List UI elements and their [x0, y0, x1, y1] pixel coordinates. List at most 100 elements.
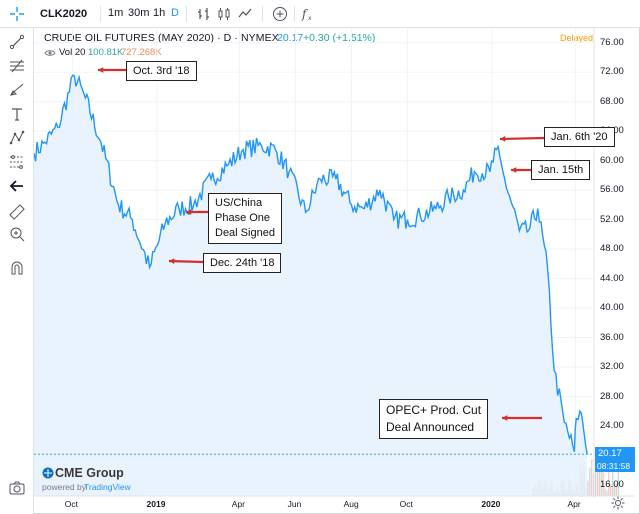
volume-bar: [606, 490, 608, 496]
volume-bar: [612, 472, 614, 496]
annotation-text: Deal Signed: [215, 227, 275, 239]
x-tick-label: Jun: [287, 499, 302, 509]
volume-bar: [610, 484, 612, 496]
interval-30m[interactable]: 30m: [128, 7, 150, 19]
eye-icon[interactable]: [44, 46, 56, 58]
y-tick-label: 32.00: [600, 361, 624, 373]
annotation-text: Deal Announced: [386, 420, 475, 434]
volume-bar: [604, 488, 606, 496]
prediction-icon[interactable]: [7, 152, 27, 172]
countdown-marker: 08:31:58: [595, 460, 635, 472]
svg-text:f: f: [301, 7, 309, 21]
price-chart[interactable]: [34, 28, 634, 498]
volume-bar: [589, 467, 591, 496]
volume-bar: [602, 471, 604, 496]
interval-1h[interactable]: 1h: [153, 7, 166, 19]
x-tick-label: Apr: [567, 499, 581, 509]
toolbar-divider: [294, 6, 295, 22]
magnet-icon[interactable]: [7, 258, 27, 278]
interval-1m[interactable]: 1m: [108, 7, 124, 19]
annotation-jan15: Jan. 15th: [531, 160, 591, 180]
y-tick-label: 68.00: [600, 95, 624, 107]
top-toolbar: 1m 30m 1h D fx: [0, 0, 640, 28]
last-price-marker: 20.17: [595, 447, 635, 460]
y-tick-label: 28.00: [600, 390, 624, 402]
volume-bar: [591, 459, 593, 496]
annotation-text: US/China: [215, 197, 263, 209]
y-tick-label: 44.00: [600, 272, 624, 284]
annotation-opec: OPEC+ Prod. Cut Deal Announced: [379, 399, 489, 439]
crosshair-icon[interactable]: [8, 5, 26, 23]
annotation-text: Dec. 24th '18: [210, 257, 275, 269]
volume-bar: [615, 484, 618, 496]
annotation-oct3: Oct. 3rd '18: [126, 61, 197, 81]
annotation-text: Jan. 6th '20: [551, 131, 608, 143]
tradingview-link[interactable]: TradingView: [84, 482, 131, 492]
brand-name: CME Group: [55, 466, 124, 480]
volume-bar: [613, 483, 616, 496]
annotation-jan6: Jan. 6th '20: [544, 127, 615, 147]
toolbar-divider: [186, 6, 187, 22]
ruler-icon[interactable]: [7, 202, 27, 222]
x-tick-label: 2020: [481, 499, 501, 509]
powered-by: powered by: [42, 482, 86, 492]
volume-bar: [594, 472, 597, 496]
price-line: [34, 74, 588, 455]
volume-bar: [608, 471, 610, 496]
chart-title: CRUDE OIL FUTURES (MAY 2020) · D · NYMEX: [44, 32, 279, 44]
y-tick-label: 40.00: [600, 302, 624, 314]
volume-bar: [617, 470, 619, 496]
x-tick-label: Apr: [231, 499, 245, 509]
annotation-dec24: Dec. 24th '18: [203, 253, 282, 273]
delayed-badge: Delayed: [560, 33, 594, 43]
brush-icon[interactable]: [7, 80, 27, 100]
fib-retracement-icon[interactable]: [7, 56, 27, 76]
trend-line-icon[interactable]: [7, 32, 27, 52]
cme-logo-icon: [42, 466, 54, 484]
arrow-phase-one: [186, 209, 208, 215]
toolbar-divider: [262, 6, 263, 22]
y-tick-label: 52.00: [600, 213, 624, 225]
y-tick-label: 16.00: [600, 478, 624, 490]
arrow-jan6: [499, 136, 545, 142]
y-tick-label: 48.00: [600, 243, 624, 255]
price-area: [34, 75, 588, 496]
x-tick-label: Oct: [64, 499, 78, 509]
pattern-icon[interactable]: [7, 128, 27, 148]
drawing-toolbar: [0, 28, 34, 514]
y-tick-label: 24.00: [600, 419, 624, 431]
price-change: +0.30 (+1.51%): [303, 32, 376, 44]
interval-d[interactable]: D: [171, 7, 179, 19]
last-price: 20.17: [277, 32, 304, 44]
y-tick-label: 56.00: [600, 184, 624, 196]
arrow-opec: [502, 415, 542, 421]
volume-value-a: 100.81K: [88, 47, 124, 58]
x-tick-label: 2019: [146, 499, 166, 509]
y-tick-label: 76.00: [600, 36, 624, 48]
arrow-jan15: [511, 167, 531, 173]
x-tick-label: Oct: [399, 499, 413, 509]
arrow-left-icon[interactable]: [7, 176, 27, 196]
y-tick-label: 60.00: [600, 154, 624, 166]
y-tick-label: 72.00: [600, 66, 624, 78]
y-tick-label: 36.00: [600, 331, 624, 343]
annotation-arrows: [98, 67, 545, 421]
add-compare-icon[interactable]: [271, 5, 289, 23]
settings-icon[interactable]: [611, 496, 625, 510]
line-style-icon[interactable]: [236, 5, 254, 23]
arrow-dec24: [168, 258, 204, 265]
annotation-text: Jan. 15th: [538, 164, 584, 176]
bar-chart-icon[interactable]: [195, 5, 213, 23]
text-tool-icon[interactable]: [7, 104, 27, 124]
volume-bar: [596, 465, 599, 496]
symbol-input[interactable]: [36, 4, 98, 24]
annotation-text: Oct. 3rd '18: [133, 65, 190, 77]
svg-text:x: x: [308, 15, 312, 22]
camera-icon[interactable]: [9, 481, 25, 495]
volume-value-b: 727.268K: [121, 47, 162, 58]
zoom-in-icon[interactable]: [7, 224, 27, 244]
candles-icon[interactable]: [215, 5, 233, 23]
volume-bar: [598, 468, 600, 496]
annotation-text: Phase One: [215, 212, 271, 224]
